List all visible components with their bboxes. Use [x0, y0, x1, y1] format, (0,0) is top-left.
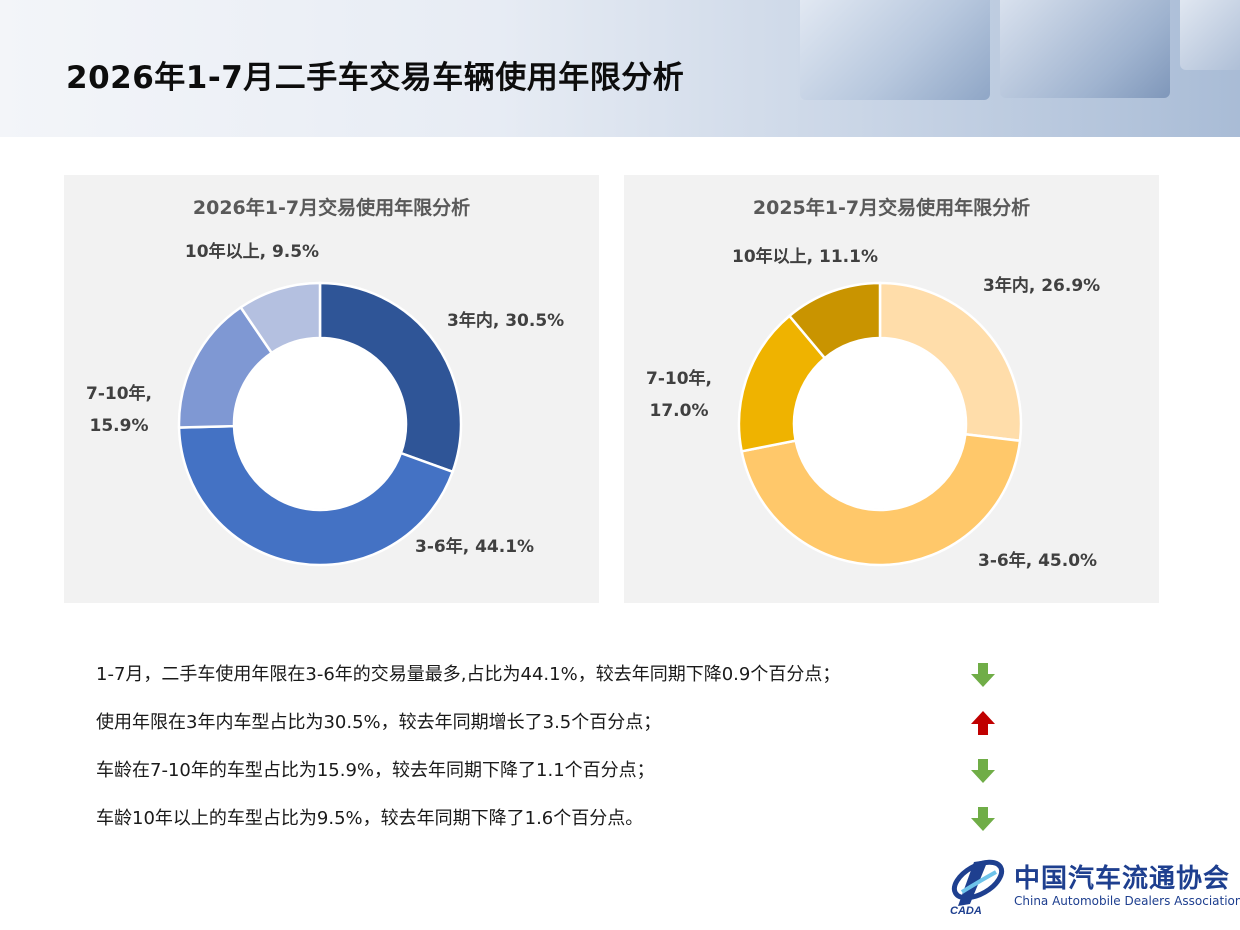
data-label-line: 3年内, 30.5%: [447, 310, 564, 331]
data-label: 7-10年, 15.9%: [86, 383, 152, 436]
data-label: 10年以上, 9.5%: [185, 241, 319, 262]
donut-slice-4: [239, 281, 322, 355]
decorative-cube-image: [1000, 0, 1170, 98]
arrow-down-icon: [971, 663, 995, 687]
arrow-down-icon-shape: [971, 759, 995, 783]
data-label-line: 7-10年,: [86, 383, 152, 404]
data-label: 3-6年, 44.1%: [415, 536, 534, 557]
decorative-cube-image: [1180, 0, 1240, 70]
arrow-down-icon: [971, 807, 995, 831]
note-text: 车龄在7-10年的车型占比为15.9%，较去年同期下降了1.1个百分点；: [96, 760, 655, 781]
data-label-line: 17.0%: [650, 401, 709, 421]
donut-hole: [235, 339, 405, 509]
logo-name-cn: 中国汽车流通协会: [1014, 864, 1231, 894]
note-row: 使用年限在3年内车型占比为30.5%，较去年同期增长了3.5个百分点；: [96, 708, 996, 736]
arrow-down-icon-shape: [971, 807, 995, 831]
arrow-down-icon-shape: [971, 663, 995, 687]
page-title: 2026年1-7月二手车交易车辆使用年限分析: [66, 60, 685, 96]
data-label-line: 3-6年, 45.0%: [978, 550, 1097, 571]
note-row: 车龄10年以上的车型占比为9.5%，较去年同期下降了1.6个百分点。: [96, 804, 996, 832]
donut-hole: [795, 339, 965, 509]
note-row: 1-7月，二手车使用年限在3-6年的交易量最多,占比为44.1%，较去年同期下降…: [96, 660, 996, 688]
logo-name-en: China Automobile Dealers Association: [1014, 894, 1240, 908]
donut-chart-2026: 3年内, 30.5% 3-6年, 44.1% 7-10年, 15.9% 10年以上, 9…: [86, 241, 564, 567]
note-text: 1-7月，二手车使用年限在3-6年的交易量最多,占比为44.1%，较去年同期下降…: [96, 664, 841, 685]
chart-title: 2026年1-7月交易使用年限分析: [192, 197, 471, 219]
logo-abbr: CADA: [950, 905, 982, 917]
donut-slice-2: [177, 424, 455, 567]
data-label-line: 10年以上, 11.1%: [732, 246, 878, 267]
header-banner: 2026年1-7月二手车交易车辆使用年限分析: [0, 0, 1240, 137]
chart-title: 2025年1-7月交易使用年限分析: [752, 197, 1031, 219]
cada-logo: CADA 中国汽车流通协会 China Automobile Dealers A…: [944, 852, 1240, 918]
chart-panel-2025: 2025年1-7月交易使用年限分析 3年内, 26.9% 3-6年, 45.0% 7…: [624, 175, 1159, 603]
donut-slice-1: [318, 281, 463, 474]
data-label: 10年以上, 11.1%: [732, 246, 878, 267]
donut-slice-4: [787, 281, 882, 360]
arrow-up-icon: [971, 711, 995, 735]
decorative-cube-image: [800, 0, 990, 100]
donut-slice-2: [740, 432, 1022, 567]
data-label: 7-10年, 17.0%: [646, 368, 712, 421]
data-label-line: 7-10年,: [646, 368, 712, 389]
cada-logo-icon: CADA: [950, 859, 1005, 917]
data-label-line: 3年内, 26.9%: [983, 275, 1100, 296]
chart-panel-2026: 2026年1-7月交易使用年限分析 3年内, 30.5% 3-6年, 44.1% 7…: [64, 175, 599, 603]
donut-chart-2025: 3年内, 26.9% 3-6年, 45.0% 7-10年, 17.0% 10年以上, 1…: [646, 246, 1100, 571]
data-label-line: 10年以上, 9.5%: [185, 241, 319, 262]
note-text: 车龄10年以上的车型占比为9.5%，较去年同期下降了1.6个百分点。: [96, 808, 644, 829]
note-row: 车龄在7-10年的车型占比为15.9%，较去年同期下降了1.1个百分点；: [96, 756, 996, 784]
arrow-up-icon-shape: [971, 711, 995, 735]
data-label: 3-6年, 45.0%: [978, 550, 1097, 571]
note-text: 使用年限在3年内车型占比为30.5%，较去年同期增长了3.5个百分点；: [96, 712, 662, 733]
data-label-line: 3-6年, 44.1%: [415, 536, 534, 557]
donut-slice-1: [878, 281, 1023, 443]
data-label-line: 15.9%: [90, 416, 149, 436]
data-label: 3年内, 26.9%: [983, 275, 1100, 296]
data-label: 3年内, 30.5%: [447, 310, 564, 331]
arrow-down-icon: [971, 759, 995, 783]
